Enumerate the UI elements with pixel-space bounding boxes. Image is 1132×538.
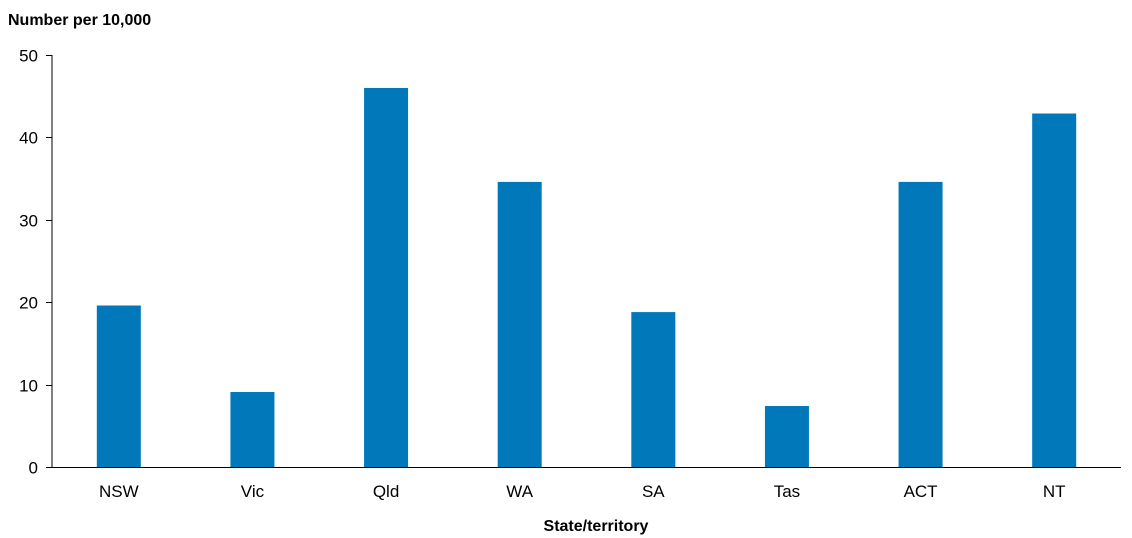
y-tick-label: 30 bbox=[19, 212, 38, 231]
bar bbox=[96, 305, 141, 467]
y-axis: 0 10 20 30 40 50 bbox=[19, 47, 53, 478]
bar bbox=[764, 406, 809, 467]
bar bbox=[364, 87, 409, 468]
bar bbox=[230, 392, 275, 467]
x-tick-label: Tas bbox=[774, 482, 800, 501]
y-tick-label: 20 bbox=[19, 294, 38, 313]
bar bbox=[898, 181, 943, 467]
x-tick-label: NT bbox=[1043, 482, 1066, 501]
bar bbox=[631, 312, 676, 467]
y-axis-label: Number per 10,000 bbox=[8, 12, 151, 29]
bar bbox=[1032, 113, 1077, 467]
x-axis-label: State/territory bbox=[544, 518, 649, 535]
x-axis: NSW Vic Qld WA SA Tas ACT NT bbox=[52, 467, 1121, 501]
x-tick-label: Qld bbox=[373, 482, 399, 501]
y-tick-label: 50 bbox=[19, 47, 38, 66]
bar bbox=[497, 181, 542, 467]
x-tick-label: Vic bbox=[241, 482, 265, 501]
x-tick-label: WA bbox=[506, 482, 533, 501]
y-tick-label: 40 bbox=[19, 129, 38, 148]
y-tick-label: 10 bbox=[19, 377, 38, 396]
y-tick-label: 0 bbox=[29, 459, 38, 478]
x-tick-label: NSW bbox=[99, 482, 139, 501]
bars bbox=[96, 87, 1077, 468]
x-tick-label: SA bbox=[642, 482, 665, 501]
x-tick-label: ACT bbox=[904, 482, 938, 501]
